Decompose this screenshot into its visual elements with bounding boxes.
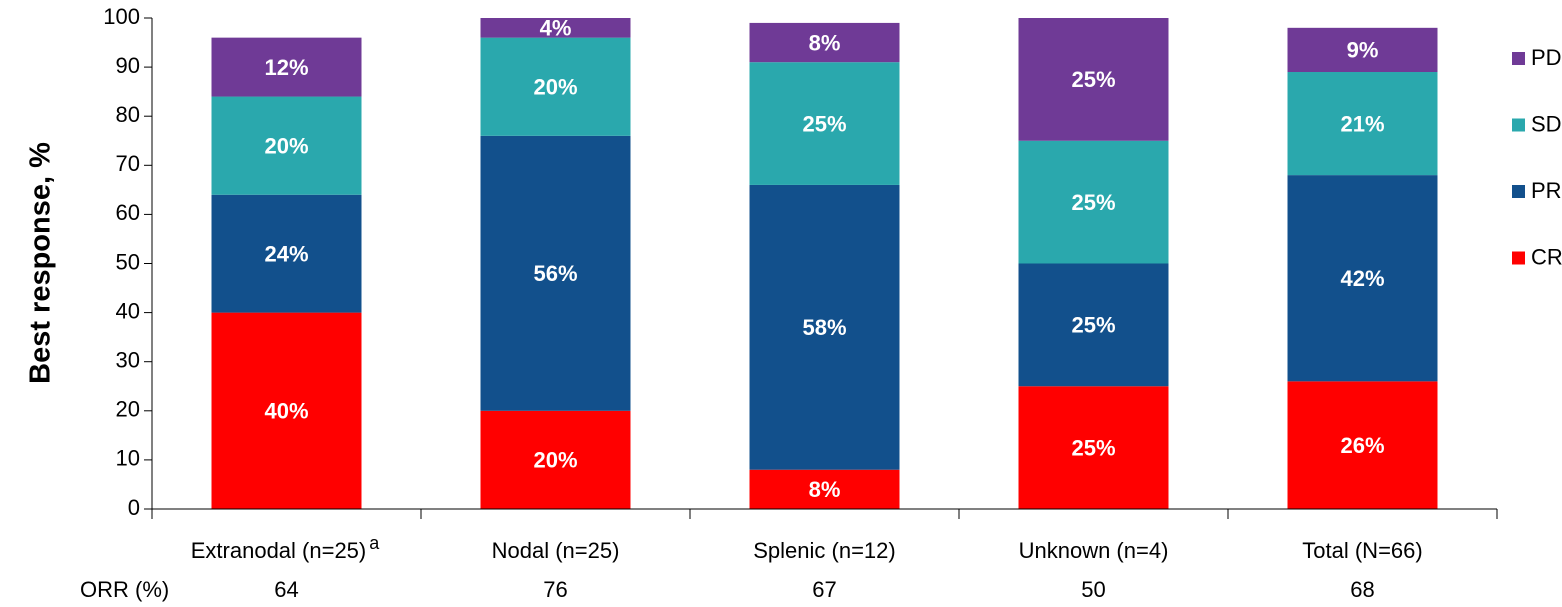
bar-segment <box>480 18 631 38</box>
bar-segment <box>1287 72 1438 176</box>
legend-swatch <box>1512 185 1525 198</box>
x-tick-label: Nodal (n=25) <box>492 538 620 563</box>
orr-value: 64 <box>274 577 298 602</box>
value-label: 21% <box>1340 111 1384 136</box>
bar-segment <box>480 410 631 509</box>
bar-segment <box>1018 386 1169 509</box>
orr-value: 76 <box>543 577 567 602</box>
y-tick-label: 0 <box>128 495 140 520</box>
value-label: 20% <box>533 448 577 473</box>
value-label: 4% <box>540 16 572 41</box>
x-tick-label: Total (N=66) <box>1302 538 1422 563</box>
y-tick-label: 90 <box>116 53 140 78</box>
bar-segment <box>480 135 631 411</box>
value-label: 58% <box>802 315 846 340</box>
orr-value: 67 <box>812 577 836 602</box>
orr-label: ORR (%) <box>80 577 169 602</box>
y-tick-label: 50 <box>116 249 140 274</box>
y-tick-label: 10 <box>116 446 140 471</box>
category-note: a <box>369 533 380 553</box>
legend-label: PD <box>1531 45 1562 70</box>
x-tick-label: Unknown (n=4) <box>1019 538 1169 563</box>
x-tick-label: Extranodal (n=25) <box>191 538 367 563</box>
bar-segment <box>749 469 900 509</box>
value-label: 26% <box>1340 433 1384 458</box>
legend-label: CR <box>1531 244 1562 269</box>
bar-segment <box>211 194 362 313</box>
bar-segment <box>1018 140 1169 264</box>
bar-segment <box>1018 18 1169 141</box>
value-label: 25% <box>1071 67 1115 92</box>
value-label: 8% <box>809 30 841 55</box>
y-tick-label: 100 <box>103 4 140 29</box>
value-label: 25% <box>1071 435 1115 460</box>
value-label: 12% <box>264 55 308 80</box>
legend-swatch <box>1512 52 1525 65</box>
bar-segment <box>1287 27 1438 73</box>
value-label: 25% <box>1071 313 1115 338</box>
orr-value: 68 <box>1350 577 1374 602</box>
bar-segment <box>749 62 900 185</box>
bar-segment <box>749 184 900 470</box>
value-label: 25% <box>802 111 846 136</box>
legend-label: PR <box>1531 178 1562 203</box>
y-tick-label: 80 <box>116 102 140 127</box>
x-tick-label: Splenic (n=12) <box>753 538 895 563</box>
y-tick-label: 30 <box>116 348 140 373</box>
bar-segment <box>1287 175 1438 382</box>
value-label: 40% <box>264 399 308 424</box>
value-label: 56% <box>533 261 577 286</box>
value-label: 25% <box>1071 190 1115 215</box>
orr-value: 50 <box>1081 577 1105 602</box>
bar-segment <box>480 37 631 136</box>
y-tick-label: 60 <box>116 200 140 225</box>
y-axis-label: Best response, % <box>25 142 57 384</box>
bar-segment <box>1287 381 1438 509</box>
y-tick-label: 40 <box>116 298 140 323</box>
bar-segment <box>211 37 362 97</box>
value-label: 24% <box>264 241 308 266</box>
value-label: 42% <box>1340 266 1384 291</box>
bar-segment <box>749 22 900 63</box>
value-label: 8% <box>809 477 841 502</box>
bar-segment <box>211 96 362 195</box>
legend-label: SD <box>1531 111 1562 136</box>
y-tick-label: 20 <box>116 397 140 422</box>
y-tick-label: 70 <box>116 151 140 176</box>
value-label: 20% <box>533 75 577 100</box>
bar-segment <box>1018 263 1169 387</box>
legend-swatch <box>1512 251 1525 265</box>
value-label: 9% <box>1347 38 1379 63</box>
bar-segment <box>211 312 362 509</box>
legend-swatch <box>1512 118 1525 132</box>
value-label: 20% <box>264 133 308 158</box>
